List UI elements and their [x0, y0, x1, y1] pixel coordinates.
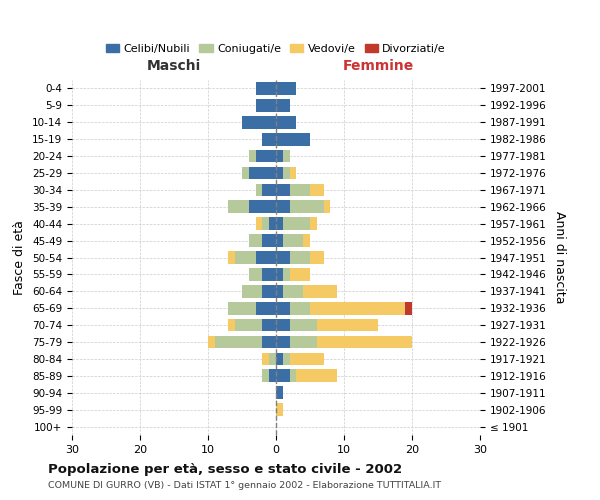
Bar [276, 370, 290, 382]
Bar [276, 336, 290, 348]
Bar [296, 370, 337, 382]
Text: Popolazione per età, sesso e stato civile - 2002: Popolazione per età, sesso e stato civil… [48, 462, 402, 475]
Bar [262, 370, 269, 382]
Bar [256, 82, 276, 95]
Bar [276, 285, 283, 298]
Bar [290, 200, 323, 213]
Bar [276, 150, 283, 162]
Text: COMUNE DI GURRO (VB) - Dati ISTAT 1° gennaio 2002 - Elaborazione TUTTITALIA.IT: COMUNE DI GURRO (VB) - Dati ISTAT 1° gen… [48, 481, 441, 490]
Bar [262, 184, 276, 196]
Bar [276, 82, 296, 95]
Bar [262, 285, 276, 298]
Bar [276, 99, 290, 112]
Bar [208, 336, 215, 348]
Bar [276, 386, 283, 399]
Bar [276, 352, 283, 366]
Bar [310, 302, 405, 314]
Bar [256, 99, 276, 112]
Bar [256, 251, 276, 264]
Bar [283, 285, 303, 298]
Bar [242, 285, 262, 298]
Bar [256, 150, 276, 162]
Bar [276, 218, 283, 230]
Bar [276, 116, 296, 128]
Bar [235, 251, 256, 264]
Bar [310, 218, 317, 230]
Bar [229, 319, 235, 332]
Bar [290, 268, 310, 280]
Bar [290, 166, 296, 179]
Y-axis label: Anni di nascita: Anni di nascita [553, 211, 566, 304]
Text: Maschi: Maschi [147, 59, 201, 73]
Bar [283, 268, 290, 280]
Bar [283, 352, 290, 366]
Bar [276, 404, 283, 416]
Bar [283, 150, 290, 162]
Bar [256, 218, 262, 230]
Bar [229, 200, 249, 213]
Bar [249, 150, 256, 162]
Bar [290, 370, 296, 382]
Bar [276, 133, 310, 145]
Bar [229, 302, 256, 314]
Bar [276, 184, 290, 196]
Bar [242, 116, 276, 128]
Bar [290, 184, 310, 196]
Bar [262, 336, 276, 348]
Bar [235, 319, 262, 332]
Bar [262, 319, 276, 332]
Bar [276, 319, 290, 332]
Bar [276, 200, 290, 213]
Bar [303, 285, 337, 298]
Bar [283, 234, 303, 247]
Bar [310, 184, 323, 196]
Bar [249, 166, 276, 179]
Bar [249, 234, 262, 247]
Bar [249, 268, 262, 280]
Bar [317, 336, 412, 348]
Bar [405, 302, 412, 314]
Bar [269, 352, 276, 366]
Bar [276, 268, 283, 280]
Bar [262, 234, 276, 247]
Bar [269, 370, 276, 382]
Y-axis label: Fasce di età: Fasce di età [13, 220, 26, 295]
Bar [317, 319, 378, 332]
Bar [262, 133, 276, 145]
Legend: Celibi/Nubili, Coniugati/e, Vedovi/e, Divorziati/e: Celibi/Nubili, Coniugati/e, Vedovi/e, Di… [101, 40, 451, 58]
Bar [310, 251, 323, 264]
Bar [303, 234, 310, 247]
Bar [249, 200, 276, 213]
Bar [262, 218, 269, 230]
Bar [215, 336, 262, 348]
Bar [276, 251, 290, 264]
Text: Femmine: Femmine [343, 59, 413, 73]
Bar [290, 302, 310, 314]
Bar [256, 302, 276, 314]
Bar [276, 166, 283, 179]
Bar [290, 251, 310, 264]
Bar [276, 234, 283, 247]
Bar [242, 166, 249, 179]
Bar [269, 218, 276, 230]
Bar [283, 218, 310, 230]
Bar [290, 319, 317, 332]
Bar [283, 166, 290, 179]
Bar [262, 268, 276, 280]
Bar [229, 251, 235, 264]
Bar [290, 352, 323, 366]
Bar [262, 352, 269, 366]
Bar [323, 200, 331, 213]
Bar [256, 184, 262, 196]
Bar [290, 336, 317, 348]
Bar [276, 302, 290, 314]
